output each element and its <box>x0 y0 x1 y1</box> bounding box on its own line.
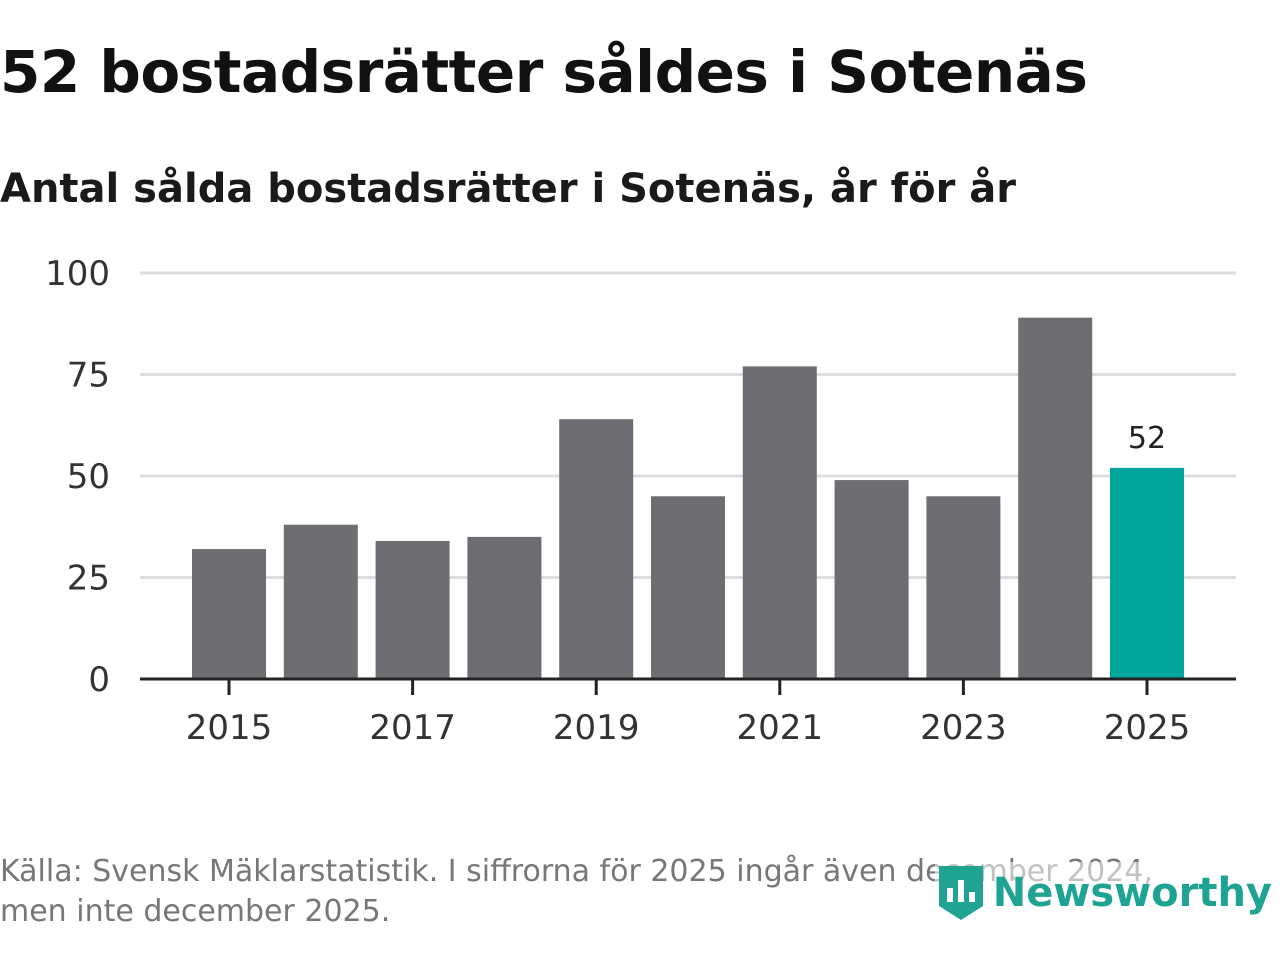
bar-2020 <box>651 496 725 679</box>
y-tick-label-50: 50 <box>67 457 110 497</box>
x-tick-label-2021: 2021 <box>737 708 824 748</box>
x-axis <box>140 677 1236 695</box>
bar-2022 <box>834 480 909 679</box>
x-tick-label-2019: 2019 <box>553 708 640 748</box>
data-label-2025: 52 <box>1128 421 1166 456</box>
logo-text: Newsworthy <box>992 870 1272 916</box>
bar-2019 <box>559 419 634 679</box>
source-note-line-2: men inte december 2025. <box>0 894 391 929</box>
chart-title: 52 bostadsrätter såldes i Sotenäs <box>0 38 1088 106</box>
x-tick-label-2025: 2025 <box>1104 708 1191 748</box>
bar-2024 <box>1018 317 1093 679</box>
y-tick-label-75: 75 <box>67 356 110 396</box>
x-tick-label-2015: 2015 <box>186 708 273 748</box>
bar-2023 <box>926 496 1001 679</box>
x-tick-label-2017: 2017 <box>369 708 456 748</box>
chart-subtitle: Antal sålda bostadsrätter i Sotenäs, år … <box>0 166 1016 212</box>
bar-2025 <box>1110 467 1184 679</box>
bar-2017 <box>375 540 450 679</box>
y-tick-label-0: 0 <box>88 660 110 700</box>
bar-2018 <box>467 536 542 679</box>
y-tick-label-25: 25 <box>67 559 110 599</box>
bars <box>192 317 1184 679</box>
bar-chart: 0 25 50 75 100 52 2015 2017 2019 2021 2023 2025 <box>45 254 1236 748</box>
x-tick-label-2023: 2023 <box>920 708 1007 748</box>
tick-labels: 0 25 50 75 100 52 2015 2017 2019 2021 2023 2025 <box>45 254 1190 748</box>
newsworthy-logo-icon <box>938 866 983 920</box>
bar-2016 <box>283 524 358 679</box>
bar-2021 <box>742 366 817 679</box>
newsworthy-logo: Newsworthy <box>934 862 1272 924</box>
bar-2015 <box>192 549 266 679</box>
y-tick-label-100: 100 <box>45 254 110 294</box>
